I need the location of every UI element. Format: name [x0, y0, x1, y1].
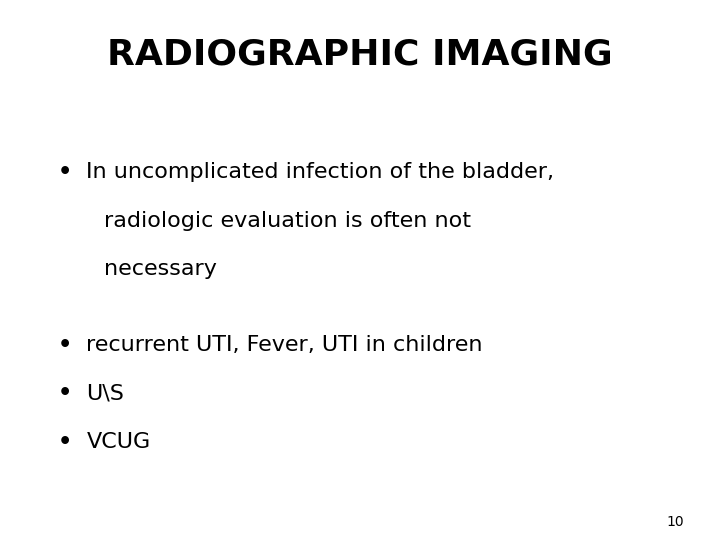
- Text: In uncomplicated infection of the bladder,: In uncomplicated infection of the bladde…: [86, 162, 554, 182]
- Text: 10: 10: [667, 515, 684, 529]
- Text: •: •: [58, 383, 72, 403]
- Text: recurrent UTI, Fever, UTI in children: recurrent UTI, Fever, UTI in children: [86, 335, 483, 355]
- Text: •: •: [58, 432, 72, 452]
- Text: VCUG: VCUG: [86, 432, 150, 452]
- Text: U\S: U\S: [86, 383, 125, 403]
- Text: radiologic evaluation is often not: radiologic evaluation is often not: [104, 211, 472, 231]
- Text: RADIOGRAPHIC IMAGING: RADIOGRAPHIC IMAGING: [107, 38, 613, 72]
- Text: necessary: necessary: [104, 259, 217, 279]
- Text: •: •: [58, 162, 72, 182]
- Text: •: •: [58, 335, 72, 355]
